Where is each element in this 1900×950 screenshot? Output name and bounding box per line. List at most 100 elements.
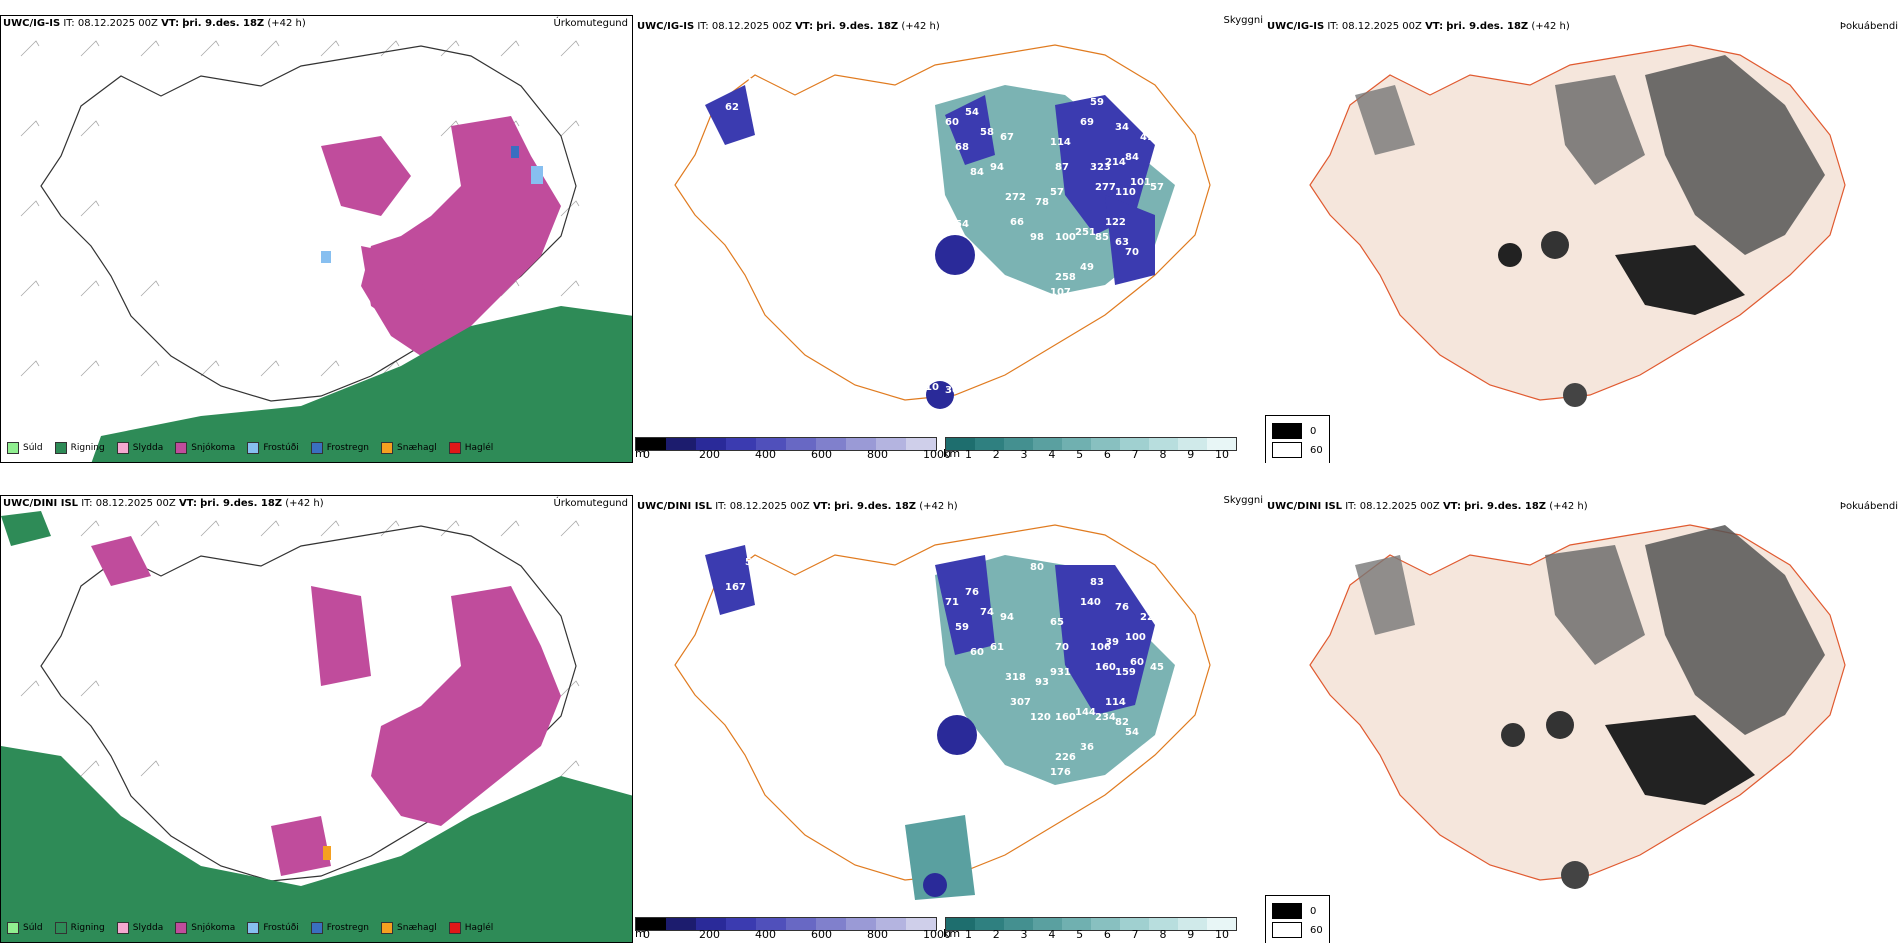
colorbar-segment xyxy=(975,438,1004,450)
legend-label: Slydda xyxy=(132,443,164,453)
colorbar-tick: 3 xyxy=(1020,928,1028,941)
height-colorbar xyxy=(635,437,937,451)
colorbar-tick: 9 xyxy=(1187,928,1195,941)
legend-label: Haglél xyxy=(464,923,494,933)
height-label: 214 xyxy=(1105,157,1126,168)
panel-header: UWC/IG-IS IT: 08.12.2025 00Z VT: þri. 9.… xyxy=(1267,21,1570,32)
height-label: 54 xyxy=(955,219,969,230)
colorbar-segment xyxy=(1120,918,1149,930)
legend-swatch xyxy=(7,922,19,934)
precip-legend: Súld Rigning Slydda Snjókoma Frostúði Frostre… xyxy=(7,922,493,934)
colorbar-segment xyxy=(786,918,816,930)
height-label: 36 xyxy=(1080,742,1094,753)
fog-legend-item: 60 xyxy=(1272,442,1323,458)
height-label: 107 xyxy=(1050,287,1071,298)
height-unit: m xyxy=(635,927,646,940)
height-label: 34 xyxy=(1115,122,1129,133)
colorbar-segment xyxy=(1149,918,1178,930)
colorbar-segment xyxy=(946,438,975,450)
height-label: 98 xyxy=(1030,232,1044,243)
colorbar-tick: 4 xyxy=(1048,448,1056,461)
colorbar-tick: 0 xyxy=(643,928,650,941)
legend-item: Súld xyxy=(7,442,43,454)
colorbar-tick: 600 xyxy=(811,448,832,461)
colorbar-segment xyxy=(946,918,975,930)
panel-header: UWC/DINI ISL IT: 08.12.2025 00Z VT: þri.… xyxy=(1267,501,1588,512)
height-label: 114 xyxy=(1105,697,1126,708)
panel-header: UWC/IG-IS IT: 08.12.2025 00Z VT: þri. 9.… xyxy=(3,18,306,29)
height-label: 110 xyxy=(1115,187,1136,198)
vis-colorbar xyxy=(945,437,1237,451)
fog-legend-item: 0 xyxy=(1272,423,1323,439)
colorbar-segment xyxy=(1178,918,1207,930)
legend-item: Súld xyxy=(7,922,43,934)
colorbar-segment xyxy=(1062,438,1091,450)
panel-header: UWC/DINI ISL IT: 08.12.2025 00Z VT: þri.… xyxy=(637,501,958,512)
height-unit: m xyxy=(635,447,646,460)
fog-legend-swatch xyxy=(1272,423,1302,439)
fog-panel-r2: UWC/DINI ISL IT: 08.12.2025 00Z VT: þri.… xyxy=(1265,495,1900,943)
colorbar-tick: 200 xyxy=(699,448,720,461)
legend-swatch xyxy=(54,442,67,454)
legend-swatch xyxy=(116,922,129,934)
colorbar-tick: 5 xyxy=(1076,448,1084,461)
height-label: 160 xyxy=(1055,712,1076,723)
height-label: 100 xyxy=(1125,632,1146,643)
fog-legend-swatch xyxy=(1272,922,1302,938)
fog-legend-label: 60 xyxy=(1310,444,1323,456)
height-label: 49 xyxy=(1080,262,1094,273)
height-label: 85 xyxy=(1095,232,1109,243)
height-label: 101 xyxy=(1130,177,1151,188)
colorbar-segment xyxy=(1033,918,1062,930)
height-label: 122 xyxy=(1105,217,1126,228)
height-label: 87 xyxy=(1055,162,1069,173)
legend-swatch xyxy=(381,922,394,934)
legend-item: Rigning xyxy=(54,922,105,934)
colorbar-segment xyxy=(906,438,936,450)
legend-swatch xyxy=(247,442,260,454)
legend-label: Snjókoma xyxy=(191,443,236,453)
height-label: 226 xyxy=(1055,752,1076,763)
legend-item: Frostúði xyxy=(247,442,299,454)
panel-title: Skyggni xyxy=(1223,495,1263,506)
colorbar-segment xyxy=(876,438,906,450)
height-label: 100 xyxy=(1055,232,1076,243)
fog-legend-label: 0 xyxy=(1310,425,1317,437)
height-label: 54 xyxy=(965,107,979,118)
colorbar-tick: 4 xyxy=(1048,928,1056,941)
height-label: 82 xyxy=(1115,717,1129,728)
colorbar-tick: 800 xyxy=(867,448,888,461)
legend-swatch xyxy=(175,442,188,454)
height-label: 30 xyxy=(945,385,959,396)
height-label: 76 xyxy=(745,77,759,88)
height-label: 70 xyxy=(1055,642,1069,653)
fog-map-r2 xyxy=(1309,524,1846,889)
legend-item: Haglél xyxy=(448,442,493,454)
fog-legend-item: 0 xyxy=(1272,903,1323,919)
colorbar-segment xyxy=(636,438,666,450)
legend-swatch xyxy=(54,922,67,934)
precip-type-panel-r1: UWC/IG-IS IT: 08.12.2025 00Z VT: þri. 9.… xyxy=(0,15,633,463)
colorbar-tick: 800 xyxy=(867,928,888,941)
legend-swatch xyxy=(247,922,260,934)
colorbar-segment xyxy=(1120,438,1149,450)
height-label: 60 xyxy=(945,117,959,128)
fog-map-r1 xyxy=(1309,44,1846,407)
legend-label: Rigning xyxy=(70,443,105,453)
legend-label: Snæhagl xyxy=(397,923,437,933)
colorbar-segment xyxy=(1062,918,1091,930)
height-label: 94 xyxy=(1000,612,1014,623)
colorbar-segment xyxy=(756,918,786,930)
height-label: 931 xyxy=(1050,667,1071,678)
precip-legend: Súld Rigning Slydda Snjókoma Frostúði Frostre… xyxy=(7,442,493,454)
colorbar-tick: 6 xyxy=(1103,928,1111,941)
colorbar-tick: 400 xyxy=(755,928,776,941)
colorbar-segment xyxy=(726,438,756,450)
colorbar-segment xyxy=(726,918,756,930)
height-label: 176 xyxy=(1050,767,1071,778)
height-label: 251 xyxy=(1075,227,1096,238)
legend-item: Slydda xyxy=(116,922,163,934)
height-label: 84 xyxy=(1125,152,1139,163)
legend-item: Rigning xyxy=(54,442,105,454)
colorbar-segment xyxy=(906,918,936,930)
